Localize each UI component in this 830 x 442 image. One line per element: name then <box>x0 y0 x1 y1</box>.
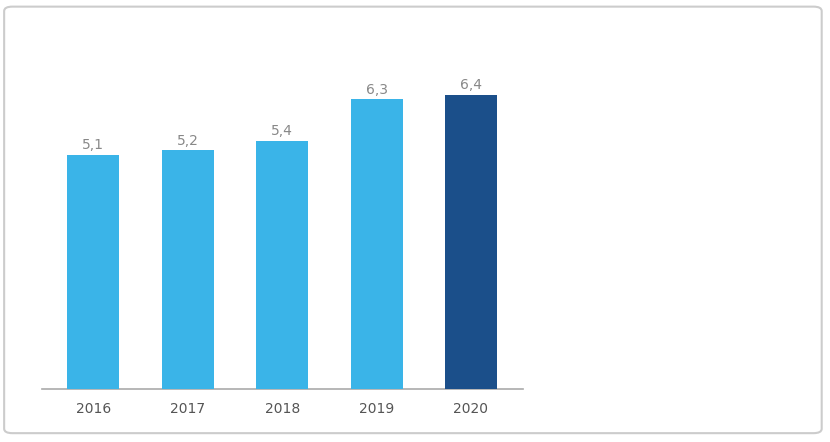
Bar <box>67 155 120 389</box>
Text: 6,4: 6,4 <box>460 79 482 92</box>
Text: nel 2020: nel 2020 <box>578 271 644 286</box>
Bar <box>162 150 214 389</box>
Text: 5,1: 5,1 <box>82 138 105 152</box>
FancyBboxPatch shape <box>4 7 822 433</box>
Text: 5,4: 5,4 <box>271 125 293 138</box>
Bar <box>256 141 308 389</box>
Text: di capitale investito netto: di capitale investito netto <box>578 228 774 243</box>
Text: mld/euro: mld/euro <box>578 161 759 195</box>
Text: 6,3: 6,3 <box>365 83 388 97</box>
Bar <box>350 99 403 389</box>
Text: 5,2: 5,2 <box>177 133 198 148</box>
Bar <box>445 95 497 389</box>
Text: 6,4: 6,4 <box>578 62 681 119</box>
